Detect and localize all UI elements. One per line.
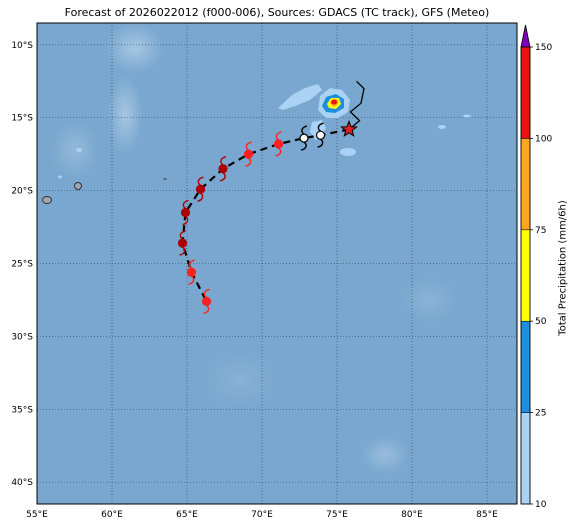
past-track-line [348,80,365,130]
lat-tick-label: 20°S [11,187,33,197]
track-point-storm [201,288,212,315]
map-title: Forecast of 2026022012 (f000-006), Sourc… [64,6,490,19]
colorbar-segment [520,320,531,413]
colorbar-tick-label: 100 [535,134,552,144]
precipitation-field [58,84,471,179]
lat-tick-label: 15°S [11,114,33,124]
lon-tick-label: 80°E [401,510,423,520]
lat-tick-label: 30°S [11,332,33,342]
island-mauritius [74,182,82,190]
track-point-low [315,122,326,148]
colorbar-frame [520,46,531,505]
grid-lines [37,23,517,504]
precip-core-100 [331,99,337,105]
colorbar-segment [520,138,531,231]
lon-tick-label: 65°E [176,510,198,520]
precip-patch-west-2 [58,175,62,179]
colorbar-segment [520,46,531,139]
island-reunion [42,196,52,204]
track-point-storm [186,259,197,285]
lat-tick-label: 35°S [11,405,33,415]
map-frame [36,22,518,505]
island-rodrigues [163,178,167,180]
colorbar-segment [520,412,531,505]
lon-tick-label: 55°E [26,510,48,520]
current-position-star [340,119,358,138]
colorbar-label: Total Precipitation (mm/6h) [557,200,569,336]
islands [42,178,167,204]
precip-patch-west [76,148,82,152]
precipitation-colorbar: 10 25 50 75 100 150 [520,24,552,510]
track-point-cyclone [180,199,191,226]
track-point-cyclone [218,156,228,182]
track-point-storm [243,141,254,167]
map-layers [37,23,517,504]
colorbar-tick-label: 50 [535,317,547,327]
cloud-texture [50,23,460,475]
axis-ticks: 55°E 60°E 65°E 70°E 75°E 80°E 85°E 10°S 15°S 20°S… [11,41,498,520]
track-point-cyclone [177,230,188,256]
colorbar-tick-label: 75 [535,226,546,236]
track-point-low [299,125,309,151]
precip-patch-far-east-2 [463,114,471,118]
lon-tick-label: 85°E [476,510,498,520]
precip-patch-far-east [438,125,446,129]
lon-tick-label: 60°E [101,510,123,520]
cyclone-track [177,80,365,315]
lat-tick-label: 10°S [11,41,33,51]
precip-patch-east [340,148,356,156]
track-point-cyclone [195,176,206,202]
precip-band-north [278,84,322,110]
lon-tick-label: 75°E [326,510,348,520]
colorbar-tick-label: 150 [535,43,552,53]
track-point-storm [273,131,284,157]
colorbar-segment [520,229,531,322]
colorbar-tick-label: 10 [535,500,547,510]
colorbar-tick-label: 25 [535,409,546,419]
colorbar-extend [520,24,531,48]
lon-tick-label: 70°E [251,510,273,520]
lat-tick-label: 40°S [11,478,33,488]
lat-tick-label: 25°S [11,260,33,270]
